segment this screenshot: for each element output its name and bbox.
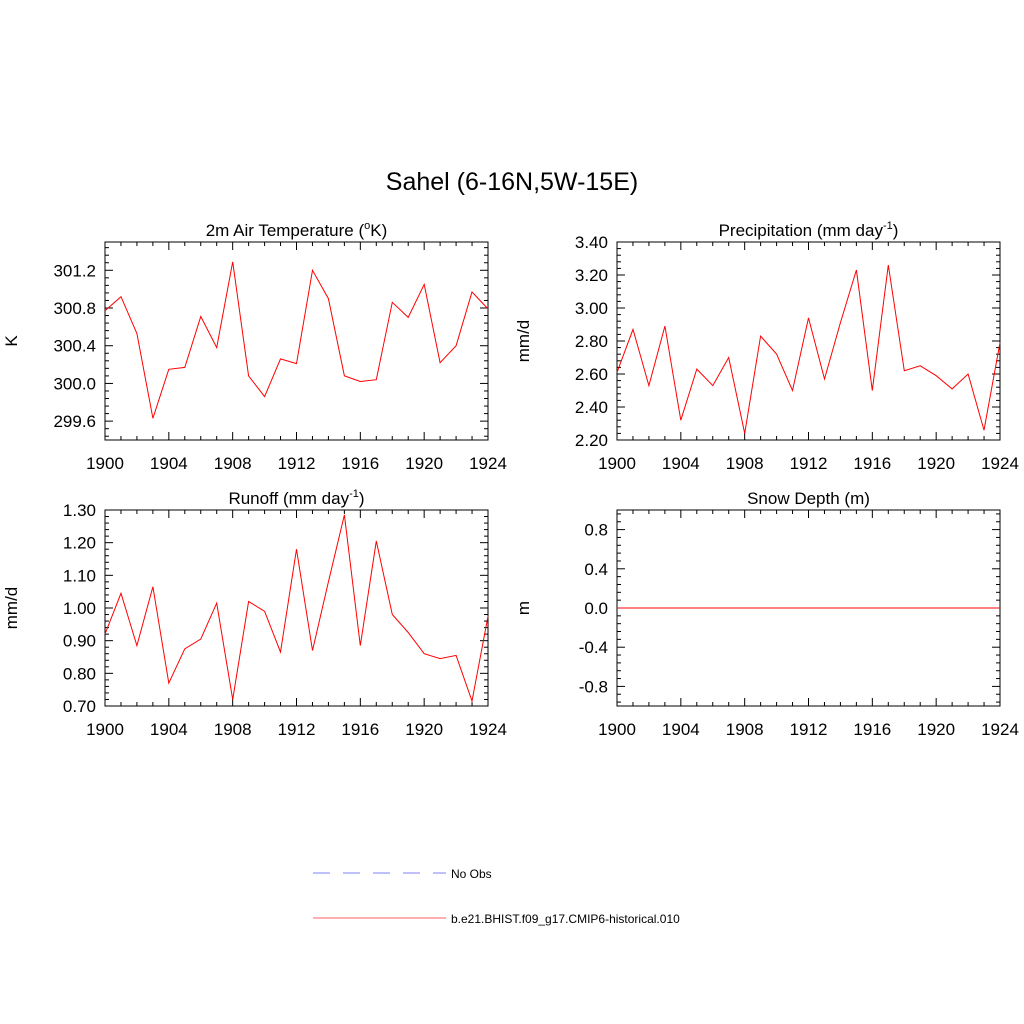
plot-frame <box>616 241 1001 441</box>
panel-title: 2m Air Temperature (oK) <box>206 220 388 240</box>
y-tick-label: 3.00 <box>575 299 608 318</box>
x-tick-label: 1900 <box>86 720 124 739</box>
y-tick-label: 300.8 <box>53 299 96 318</box>
x-tick-label: 1908 <box>214 454 252 473</box>
x-tick-label: 1904 <box>662 454 700 473</box>
x-tick-label: 1920 <box>405 720 443 739</box>
y-tick-label: 1.30 <box>63 501 96 520</box>
y-axis-label: m <box>514 601 533 615</box>
panel-title-post: ) <box>359 489 365 508</box>
series-line <box>104 261 489 419</box>
y-axis-label: mm/d <box>2 587 21 630</box>
legend-label: No Obs <box>451 867 492 881</box>
y-axis-label: mm/d <box>514 320 533 363</box>
panel-title: Precipitation (mm day-1) <box>719 220 899 240</box>
y-tick-label: 0.80 <box>63 664 96 683</box>
legend: No Obs b.e21.BHIST.f09_g17.CMIP6-historic… <box>313 867 680 926</box>
x-tick-label: 1916 <box>853 720 891 739</box>
x-tick-label: 1924 <box>469 720 507 739</box>
x-tick-label: 1916 <box>341 454 379 473</box>
y-tick-label: 300.4 <box>53 337 96 356</box>
y-tick-label: 1.10 <box>63 566 96 585</box>
legend-label: b.e21.BHIST.f09_g17.CMIP6-historical.010 <box>451 912 680 926</box>
x-tick-label: 1924 <box>981 454 1019 473</box>
y-tick-label: -0.8 <box>579 677 608 696</box>
panel-title: Runoff (mm day-1) <box>228 488 364 508</box>
x-tick-label: 1912 <box>278 720 316 739</box>
y-tick-label: 2.40 <box>575 398 608 417</box>
panel-title: Snow Depth (m) <box>747 489 870 508</box>
y-tick-label: 300.0 <box>53 374 96 393</box>
panel-title-post: K) <box>370 221 387 240</box>
x-tick-label: 1904 <box>150 720 188 739</box>
y-tick-label: 0.8 <box>584 521 608 540</box>
panel-1: 1900 1904 1908 1912 1916 1920 1924 299.6 300.0 30… <box>2 220 507 473</box>
y-tick-label: 2.80 <box>575 332 608 351</box>
x-tick-label: 1920 <box>917 454 955 473</box>
x-tick-label: 1924 <box>981 720 1019 739</box>
panel-4: 1900 1904 1908 1912 1916 1920 1924 -0.8 -0.4 0.0 0… <box>514 489 1019 739</box>
x-tick-label: 1908 <box>726 720 764 739</box>
y-tick-label: 0.90 <box>63 632 96 651</box>
y-tick-label: 2.20 <box>575 431 608 450</box>
x-tick-label: 1900 <box>598 720 636 739</box>
x-tick-label: 1912 <box>278 454 316 473</box>
panel-2: 1900 1904 1908 1912 1916 1920 1924 2.20 2.40 2.60… <box>514 220 1019 473</box>
x-tick-label: 1916 <box>853 454 891 473</box>
y-tick-label: 2.60 <box>575 365 608 384</box>
y-axis-label: K <box>2 335 21 347</box>
y-tick-label: 299.6 <box>53 412 96 431</box>
x-tick-label: 1900 <box>86 454 124 473</box>
y-tick-label: 301.2 <box>53 261 96 280</box>
y-tick-label: 1.00 <box>63 599 96 618</box>
x-tick-label: 1900 <box>598 454 636 473</box>
plot-frame <box>104 241 489 441</box>
panel-title-main: Precipitation (mm day <box>719 221 884 240</box>
plot-frame <box>104 509 489 707</box>
panel-title-sup: o <box>364 220 370 232</box>
panel-title-post: ) <box>893 221 899 240</box>
x-tick-label: 1908 <box>726 454 764 473</box>
y-tick-label: 3.40 <box>575 233 608 252</box>
x-tick-label: 1916 <box>341 720 379 739</box>
y-tick-label: -0.4 <box>579 638 608 657</box>
y-tick-label: 0.70 <box>63 697 96 716</box>
panel-title-main: Snow Depth (m) <box>747 489 870 508</box>
panel-title-main: 2m Air Temperature ( <box>206 221 365 240</box>
x-tick-label: 1924 <box>469 454 507 473</box>
panel-title-sup: -1 <box>883 220 893 232</box>
x-tick-label: 1920 <box>405 454 443 473</box>
y-tick-label: 0.4 <box>584 560 608 579</box>
x-tick-label: 1904 <box>662 720 700 739</box>
panel-title-sup: -1 <box>349 488 359 500</box>
x-tick-label: 1904 <box>150 454 188 473</box>
y-tick-label: 0.0 <box>584 599 608 618</box>
y-tick-label: 1.20 <box>63 534 96 553</box>
x-tick-label: 1912 <box>790 454 828 473</box>
panel-3: 1900 1904 1908 1912 1916 1920 1924 0.70 0.80 0.90… <box>2 488 507 739</box>
y-tick-label: 3.20 <box>575 266 608 285</box>
x-tick-label: 1908 <box>214 720 252 739</box>
series-line <box>104 514 489 704</box>
page-title: Sahel (6-16N,5W-15E) <box>385 168 639 196</box>
panel-title-main: Runoff (mm day <box>228 489 349 508</box>
x-tick-label: 1920 <box>917 720 955 739</box>
series-line <box>616 265 1001 434</box>
x-tick-label: 1912 <box>790 720 828 739</box>
